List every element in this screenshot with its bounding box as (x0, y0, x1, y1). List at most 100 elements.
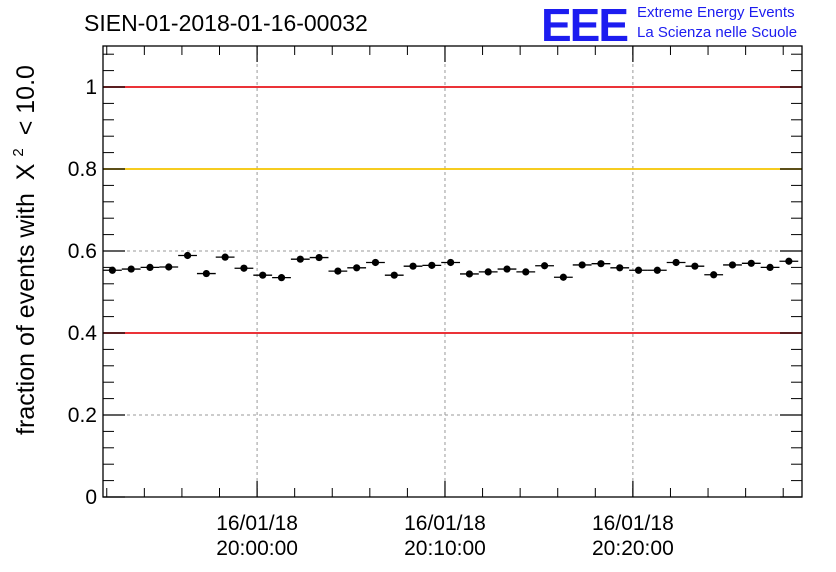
data-marker (503, 265, 511, 273)
data-point (760, 263, 780, 271)
data-marker (277, 274, 286, 282)
data-marker (409, 262, 417, 270)
data-point (384, 271, 404, 279)
data-point (140, 263, 160, 271)
y-tick-label: 0.2 (68, 404, 97, 427)
data-marker (785, 257, 793, 265)
data-point (704, 271, 724, 279)
data-point (422, 261, 442, 269)
data-point (741, 259, 761, 267)
logo-text-line2: La Scienza nelle Scuole (637, 24, 798, 41)
data-point (328, 267, 348, 275)
data-marker (578, 261, 586, 269)
data-point (610, 264, 630, 272)
data-marker (221, 253, 229, 261)
logo-text-line1: Extreme Energy Events (637, 4, 795, 21)
data-marker (540, 262, 549, 270)
data-point (272, 274, 291, 282)
data-marker (484, 268, 492, 276)
data-point (347, 264, 367, 272)
data-marker (522, 268, 530, 276)
y-tick-labels: 0 0.2 0.4 0.6 0.8 1 (68, 76, 98, 509)
data-point (234, 264, 254, 272)
x-tick-time: 20:10:00 (404, 537, 486, 560)
data-marker (165, 263, 173, 271)
data-point (215, 253, 235, 261)
data-marker (728, 261, 737, 269)
plot-frame (102, 45, 803, 498)
data-marker (183, 251, 192, 260)
data-point (121, 265, 141, 273)
data-point (103, 266, 122, 274)
data-point (253, 271, 273, 279)
data-marker (240, 264, 248, 272)
data-point (685, 262, 705, 270)
data-marker (296, 255, 304, 263)
data-points (103, 251, 799, 282)
data-point (647, 266, 667, 274)
data-marker (390, 271, 398, 279)
eee-logo-mark: EEE (541, 0, 629, 51)
data-marker (559, 273, 567, 281)
data-marker (127, 265, 135, 273)
data-marker (315, 253, 323, 262)
x-tick-date: 16/01/18 (592, 512, 674, 535)
data-point (779, 257, 799, 265)
data-point (535, 262, 554, 270)
data-point (497, 265, 517, 273)
y-axis-label-suffix: < 10.0 (12, 65, 40, 135)
data-point (516, 268, 536, 276)
y-axis-label: fraction of events with X 2 < 10.0 (1, 65, 40, 435)
data-marker (353, 264, 361, 272)
data-marker (747, 259, 755, 267)
x-tick-date: 16/01/18 (404, 512, 486, 535)
data-marker (108, 266, 116, 274)
data-point (572, 261, 592, 269)
data-point (666, 258, 686, 267)
x-tick-time: 20:00:00 (216, 537, 298, 560)
data-point (591, 260, 611, 268)
data-marker (146, 263, 154, 271)
data-marker (691, 262, 699, 270)
y-axis-label-sup: 2 (10, 148, 27, 156)
y-axis-label-prefix: fraction of events with (12, 193, 40, 435)
data-marker (371, 258, 380, 267)
run-title: SIEN-01-2018-01-16-00032 (84, 10, 368, 36)
data-point (629, 266, 648, 274)
data-marker (447, 258, 455, 267)
data-marker (710, 271, 718, 279)
data-point (196, 269, 216, 278)
data-point (553, 273, 573, 281)
data-marker (616, 264, 624, 272)
y-tick-label: 1 (85, 76, 97, 99)
data-marker (653, 266, 661, 274)
data-marker (259, 271, 267, 279)
data-marker (202, 269, 210, 278)
data-point (441, 258, 461, 267)
y-tick-label: 0.4 (68, 322, 98, 345)
data-point (460, 270, 479, 278)
data-point (366, 258, 385, 267)
data-point (723, 261, 742, 269)
data-marker (334, 267, 342, 275)
data-point (178, 251, 197, 260)
data-marker (672, 258, 680, 267)
reference-lines (103, 86, 802, 334)
data-marker (634, 266, 643, 274)
data-marker (597, 260, 605, 268)
data-marker (766, 263, 774, 271)
y-tick-label: 0.6 (68, 240, 97, 263)
data-point (290, 255, 310, 263)
data-point (478, 268, 498, 276)
data-marker (428, 261, 436, 269)
y-axis-label-symbol: X (12, 163, 40, 180)
y-tick-label: 0 (85, 486, 97, 509)
axis-ticks (103, 46, 802, 498)
x-tick-date: 16/01/18 (216, 512, 298, 535)
data-point (403, 262, 423, 270)
x-tick-time: 20:20:00 (592, 537, 674, 560)
x-tick-labels: 16/01/1820:00:0016/01/1820:10:0016/01/18… (216, 512, 674, 560)
data-point (309, 253, 329, 262)
data-point (159, 263, 179, 271)
